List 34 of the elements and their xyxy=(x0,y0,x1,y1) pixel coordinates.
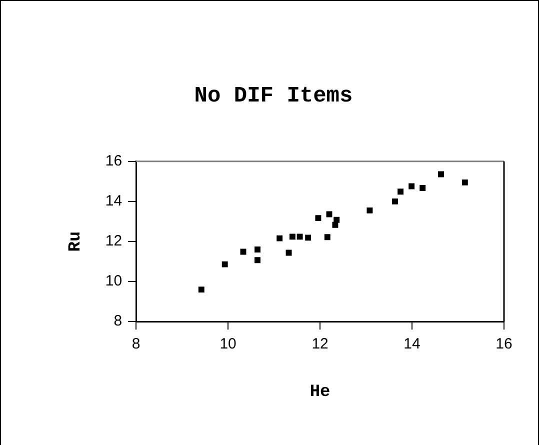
point xyxy=(240,248,246,255)
y-tick-label: 14 xyxy=(105,192,122,210)
point xyxy=(366,207,373,214)
point xyxy=(332,222,338,228)
point xyxy=(420,185,426,192)
point xyxy=(276,235,283,242)
y-axis-title: Ru xyxy=(66,231,86,252)
point xyxy=(222,261,228,268)
point xyxy=(296,234,303,240)
point xyxy=(392,198,398,204)
point xyxy=(254,246,260,252)
x-tick-label: 14 xyxy=(404,336,420,353)
point xyxy=(398,188,404,195)
y-tick-label: 8 xyxy=(114,312,122,330)
point xyxy=(198,286,204,293)
y-tick-label: 16 xyxy=(105,152,122,170)
point xyxy=(289,234,296,240)
y-tick-label: 10 xyxy=(105,272,122,290)
x-tick-label: 10 xyxy=(220,336,236,353)
point xyxy=(324,234,330,240)
point xyxy=(438,171,444,178)
x-axis-title: He xyxy=(310,383,330,402)
chart-title: No DIF Items xyxy=(194,84,353,109)
x-tick-label: 12 xyxy=(312,336,328,353)
x-tick-label: 8 xyxy=(132,336,140,353)
point xyxy=(286,250,292,256)
point xyxy=(334,216,340,223)
point xyxy=(462,179,468,186)
point xyxy=(254,257,260,264)
point xyxy=(305,234,312,241)
point xyxy=(315,215,322,222)
x-tick-label: 16 xyxy=(496,336,512,353)
point xyxy=(408,183,415,190)
y-tick-label: 12 xyxy=(105,232,122,250)
